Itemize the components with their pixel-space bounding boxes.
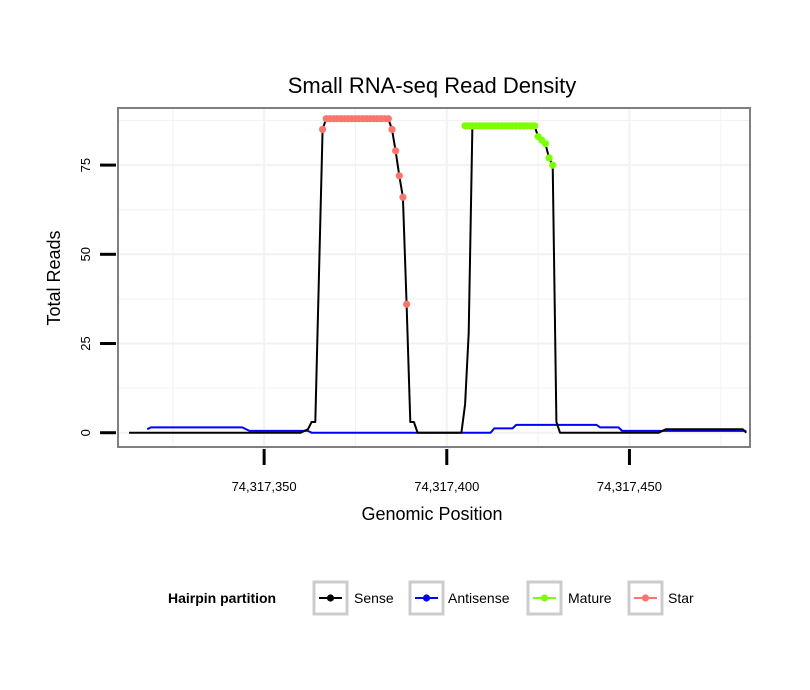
star-point bbox=[388, 125, 396, 134]
y-tick-label: 0 bbox=[78, 429, 93, 436]
legend-key-point bbox=[422, 594, 431, 602]
y-tick-label: 50 bbox=[78, 247, 93, 261]
panel-border bbox=[117, 107, 751, 448]
x-axis-label: Genomic Position bbox=[361, 504, 502, 524]
legend-item-antisense: Antisense bbox=[408, 580, 510, 616]
mature-point bbox=[541, 140, 550, 148]
x-axis: 74,317,350 74,317,400 74,317,450 bbox=[232, 449, 662, 494]
star-point bbox=[318, 125, 327, 134]
star-point bbox=[403, 300, 411, 308]
star-point bbox=[395, 172, 403, 180]
legend-label-antisense: Antisense bbox=[448, 590, 510, 606]
legend-label-star: Star bbox=[668, 590, 694, 606]
mature-point bbox=[549, 161, 557, 169]
x-tick-label: 74,317,450 bbox=[597, 479, 662, 494]
legend-key-point bbox=[641, 594, 650, 602]
x-tick-label: 74,317,400 bbox=[414, 479, 479, 494]
y-tick-label: 75 bbox=[78, 158, 93, 172]
legend-key-point bbox=[540, 594, 549, 602]
antisense-series-line bbox=[146, 423, 747, 434]
legend-title: Hairpin partition bbox=[168, 590, 276, 606]
series-layer bbox=[129, 115, 747, 434]
legend: Hairpin partition Sense Antisense Mature St… bbox=[168, 580, 694, 616]
y-axis: 0 25 50 75 bbox=[78, 158, 116, 436]
y-axis-label: Total Reads bbox=[44, 230, 64, 325]
legend-label-mature: Mature bbox=[568, 590, 612, 606]
mature-point bbox=[530, 122, 539, 130]
chart-title: Small RNA-seq Read Density bbox=[288, 73, 577, 98]
mature-point bbox=[545, 154, 553, 162]
star-point bbox=[399, 193, 407, 201]
legend-items: Sense Antisense Mature Star bbox=[312, 580, 694, 616]
star-point bbox=[392, 147, 400, 155]
star-point bbox=[384, 115, 392, 123]
legend-item-mature: Mature bbox=[526, 580, 612, 616]
legend-item-star: Star bbox=[627, 580, 694, 616]
grid-layer bbox=[118, 108, 750, 447]
x-tick-label: 74,317,350 bbox=[232, 479, 297, 494]
sense-series-line bbox=[129, 117, 747, 434]
legend-key-point bbox=[326, 594, 335, 602]
y-tick-label: 25 bbox=[78, 336, 93, 350]
legend-label-sense: Sense bbox=[354, 590, 394, 606]
legend-item-sense: Sense bbox=[312, 580, 394, 616]
